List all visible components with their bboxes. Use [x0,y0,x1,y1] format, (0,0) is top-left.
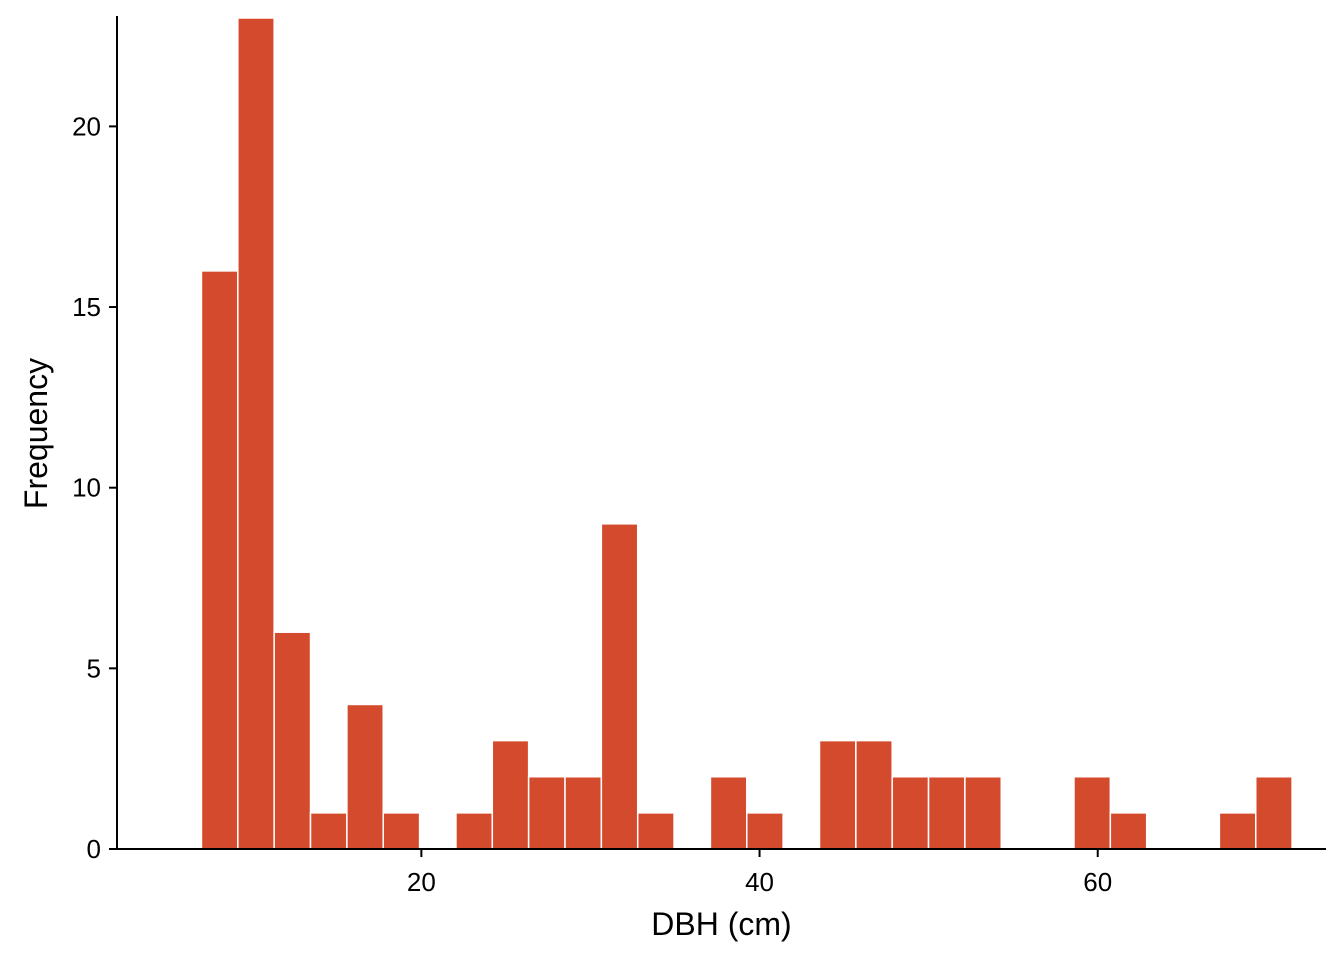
histogram-bar [818,739,857,850]
histogram-bar [346,703,384,850]
histogram-bar [491,739,530,850]
histogram-bar [382,812,421,850]
histogram-bar [200,270,239,850]
histogram-bar [709,775,748,850]
histogram-bar [237,17,275,850]
histogram-bar [309,812,348,850]
histogram-bar [855,739,893,850]
histogram-bar [636,812,675,850]
histogram-bar [455,812,494,850]
histogram-bar [1109,812,1148,850]
bars-layer [200,17,1293,850]
histogram-bar [600,523,639,850]
x-axis-title: DBH (cm) [651,906,791,942]
y-tick-label: 5 [87,653,101,683]
histogram-bar [1218,812,1257,850]
y-tick-label: 10 [72,473,101,503]
histogram-bar [746,812,784,850]
histogram-bar [964,775,1003,850]
y-tick-label: 20 [72,111,101,141]
y-axis-title: Frequency [18,358,54,509]
histogram-bar [1254,775,1293,850]
x-tick-label: 40 [745,867,774,897]
y-tick-label: 15 [72,292,101,322]
axes-layer: 0 5 10 15 20 20 40 60 [72,16,1326,897]
histogram-bar [927,775,966,850]
x-tick-label: 20 [407,867,436,897]
histogram-bar [273,631,312,850]
histogram-bar [1073,775,1112,850]
y-tick-label: 0 [87,834,101,864]
histogram-bar [564,775,603,850]
histogram-bar [891,775,930,850]
histogram-bar [527,775,566,850]
x-tick-label: 60 [1083,867,1112,897]
